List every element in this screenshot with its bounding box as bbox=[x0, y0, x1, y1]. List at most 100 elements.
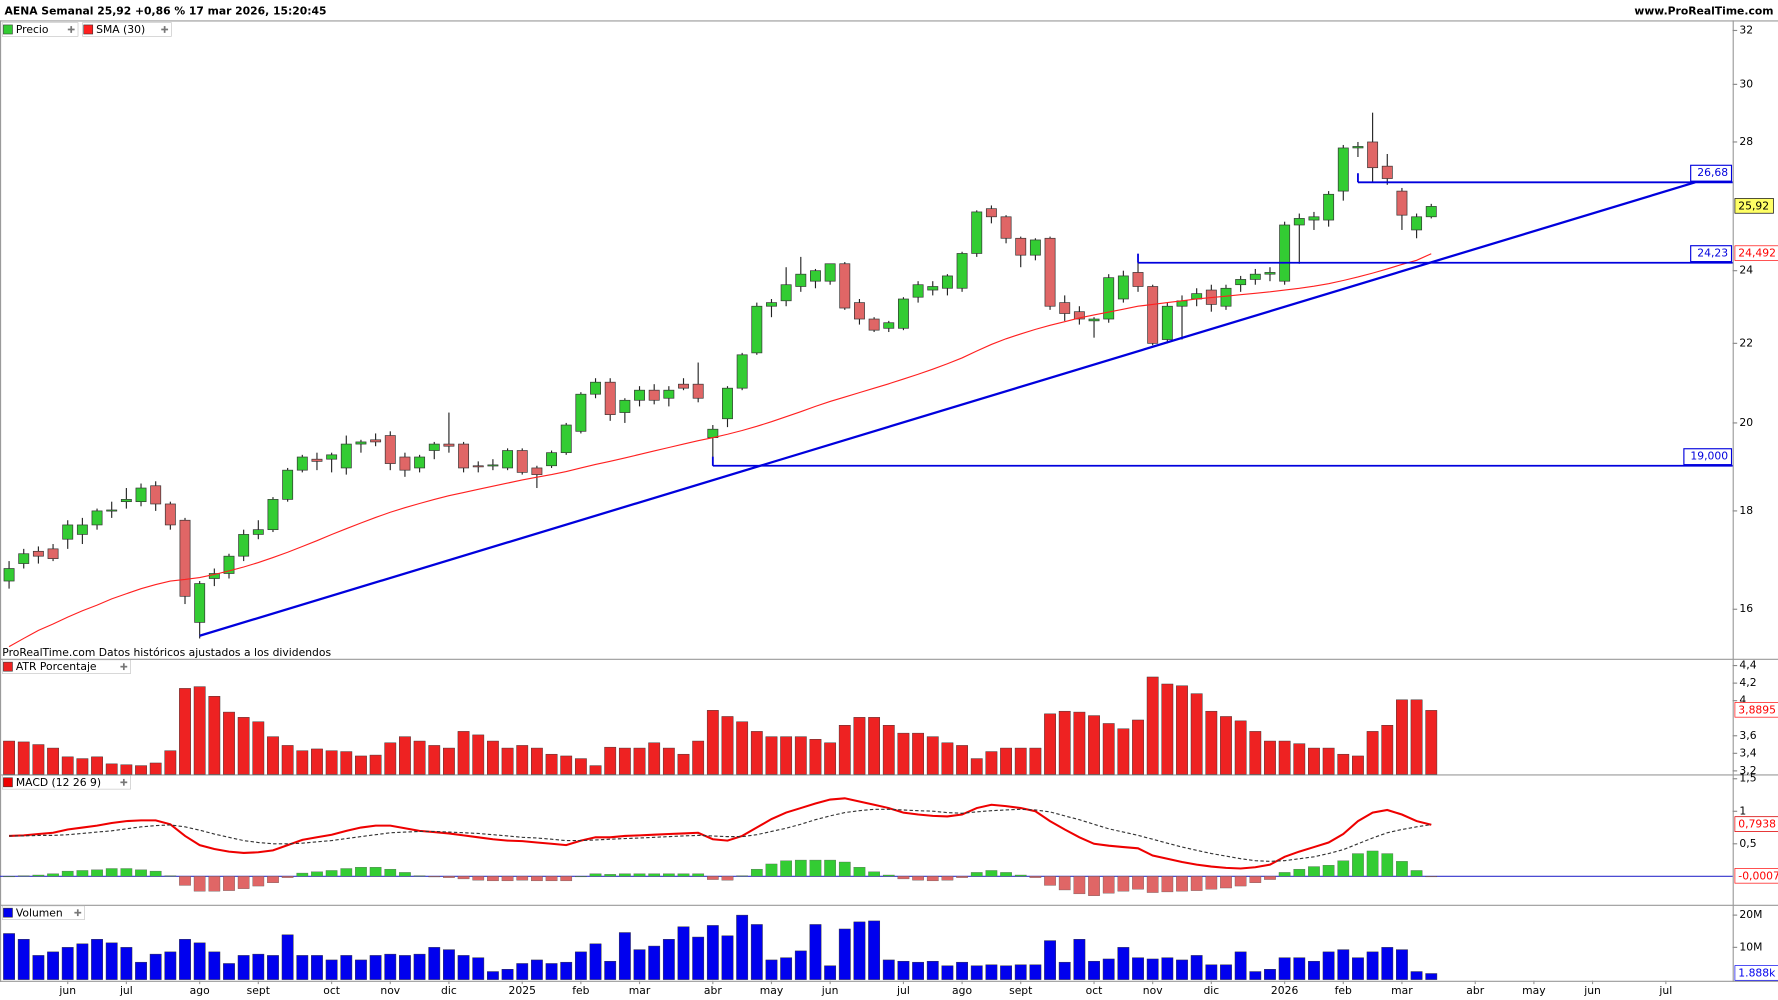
candle-body bbox=[1381, 165, 1393, 179]
bar bbox=[574, 758, 587, 775]
bar bbox=[633, 747, 646, 775]
candle-body bbox=[751, 305, 763, 354]
bar bbox=[369, 955, 382, 980]
y-tick-label: 4 bbox=[1739, 694, 1746, 707]
bar bbox=[252, 953, 265, 980]
histogram-bar bbox=[794, 859, 807, 877]
bar bbox=[662, 939, 675, 980]
bar bbox=[721, 935, 734, 980]
histogram-bar bbox=[311, 871, 323, 877]
bar bbox=[633, 949, 646, 980]
histogram-bar bbox=[1322, 865, 1335, 877]
candle-body bbox=[1337, 147, 1349, 192]
bar bbox=[208, 696, 221, 775]
bar bbox=[677, 926, 690, 980]
bar bbox=[648, 742, 661, 775]
histogram-bar bbox=[91, 869, 103, 877]
candle-body bbox=[1367, 141, 1379, 169]
level-label-box bbox=[1690, 245, 1733, 263]
histogram-bar bbox=[61, 870, 74, 877]
bar bbox=[530, 959, 543, 980]
candle-body bbox=[3, 568, 15, 582]
bar bbox=[443, 747, 455, 775]
level-label: 26,68 bbox=[1697, 166, 1728, 179]
x-tick-label: nov bbox=[380, 984, 400, 997]
bar bbox=[267, 955, 279, 980]
histogram-bar bbox=[501, 876, 514, 882]
histogram-bar bbox=[120, 868, 133, 877]
candle-body bbox=[296, 456, 308, 471]
bar bbox=[516, 745, 529, 775]
legend-swatch bbox=[3, 777, 13, 788]
bar bbox=[472, 957, 485, 980]
candle-body bbox=[868, 318, 880, 331]
candle-body bbox=[912, 284, 924, 298]
bar bbox=[1000, 965, 1012, 980]
candle-body bbox=[428, 443, 440, 451]
histogram-bar bbox=[487, 876, 499, 882]
x-tick-label: jun bbox=[821, 984, 839, 997]
bar bbox=[589, 765, 602, 775]
bar bbox=[589, 943, 602, 980]
candle-body bbox=[956, 253, 968, 289]
bar bbox=[912, 961, 924, 980]
candle-body bbox=[648, 389, 660, 401]
candle-body bbox=[150, 485, 162, 505]
bar bbox=[1220, 716, 1232, 775]
x-tick-label: ago bbox=[952, 984, 972, 997]
histogram-bar bbox=[633, 873, 646, 877]
bar bbox=[1308, 747, 1320, 775]
bar bbox=[941, 965, 954, 980]
x-tick-label: 2026 bbox=[1271, 984, 1299, 997]
bar bbox=[443, 949, 455, 980]
bar bbox=[838, 725, 851, 775]
histogram-bar bbox=[1000, 872, 1012, 877]
bar bbox=[325, 959, 338, 980]
bar bbox=[457, 731, 470, 775]
bar bbox=[560, 755, 573, 775]
legend-label: ATR Porcentaje bbox=[16, 660, 97, 673]
bar bbox=[618, 747, 631, 775]
histogram-bar bbox=[516, 876, 529, 881]
x-tick-label: may bbox=[760, 984, 784, 997]
bar bbox=[1014, 747, 1027, 775]
candle-body bbox=[1103, 277, 1115, 320]
histogram-bar bbox=[1117, 876, 1130, 892]
candle-body bbox=[1073, 311, 1085, 320]
histogram-bar bbox=[457, 876, 470, 880]
candle-body bbox=[546, 452, 557, 467]
x-tick-label: ago bbox=[190, 984, 210, 997]
bar bbox=[208, 951, 221, 980]
bar bbox=[384, 953, 397, 980]
bar bbox=[267, 736, 279, 775]
histogram-bar bbox=[912, 876, 924, 881]
bar bbox=[1029, 964, 1042, 980]
bar bbox=[32, 955, 45, 980]
candle-body bbox=[854, 302, 865, 320]
bar bbox=[604, 960, 617, 980]
bar bbox=[1322, 951, 1335, 980]
signal-line bbox=[9, 808, 1432, 862]
y-tick-label: 28 bbox=[1739, 135, 1753, 148]
candle-body bbox=[1059, 302, 1071, 314]
bar bbox=[956, 745, 968, 775]
y-tick-label: 30 bbox=[1739, 77, 1753, 90]
histogram-bar bbox=[721, 876, 734, 881]
histogram-bar bbox=[472, 876, 485, 881]
candle-body bbox=[252, 529, 264, 535]
bar bbox=[135, 765, 147, 775]
histogram-bar bbox=[413, 875, 426, 877]
candle-body bbox=[795, 273, 807, 287]
candle-body bbox=[135, 487, 147, 503]
bar bbox=[926, 736, 939, 775]
bar bbox=[1190, 955, 1203, 980]
histogram-bar bbox=[868, 871, 880, 877]
bar bbox=[677, 753, 690, 775]
bar bbox=[17, 741, 30, 775]
histogram-bar bbox=[1278, 872, 1291, 877]
x-tick-label: dic bbox=[441, 984, 457, 997]
histogram-bar bbox=[1308, 866, 1320, 877]
bar bbox=[750, 731, 763, 775]
bar bbox=[970, 965, 983, 980]
